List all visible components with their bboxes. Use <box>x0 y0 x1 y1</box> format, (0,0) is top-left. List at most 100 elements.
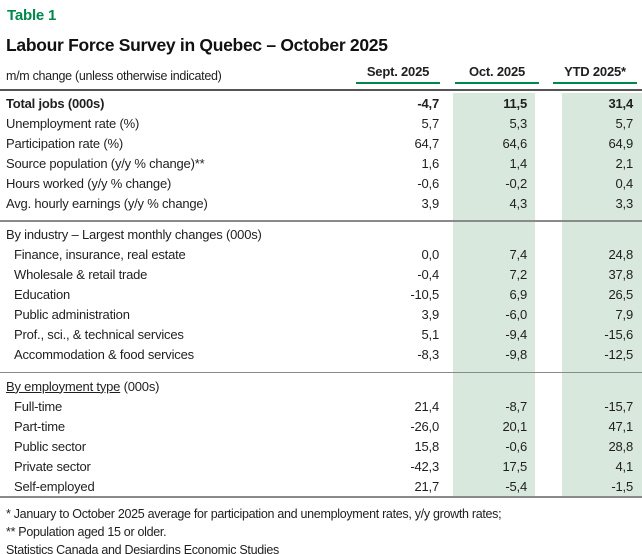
cell-sept-2025: 21,4 <box>414 398 439 414</box>
table-caption: Table 1 <box>7 7 57 24</box>
section-divider <box>0 220 642 222</box>
table-row: Education -10,5 6,9 26,5 <box>0 285 642 305</box>
footnote-line: Statistics Canada and Desjardins Economi… <box>6 542 279 554</box>
row-label: Part-time <box>14 418 65 434</box>
table-row: Self-employed 21,7 -5,4 -1,5 <box>0 476 642 496</box>
cell-sept-2025: -42,3 <box>410 458 439 474</box>
row-label: Participation rate (%) <box>6 135 123 151</box>
table-row: Prof., sci., & technical services 5,1 -9,4… <box>0 325 642 345</box>
page-title: Labour Force Survey in Quebec – October … <box>6 35 388 55</box>
section-header-row: By employment type (000s) <box>0 376 642 396</box>
row-label: Source population (y/y % change)** <box>6 155 205 171</box>
section-divider <box>0 371 642 373</box>
footnote-line: ** Population aged 15 or older. <box>6 524 167 539</box>
row-label: Full-time <box>14 398 63 414</box>
oct-column-highlight <box>453 93 535 496</box>
row-label: Prof., sci., & technical services <box>14 327 184 342</box>
cell-oct-2025: 4,3 <box>509 195 528 211</box>
cell-oct-2025: -9,8 <box>505 347 527 362</box>
table-row: Participation rate (%) 64,7 64,6 64,9 <box>0 133 642 153</box>
cell-ytd-2025: 37,8 <box>608 267 633 282</box>
table-bottom-rule <box>0 496 642 498</box>
cell-oct-2025: -9,4 <box>505 327 527 342</box>
cell-ytd-2025: 47,1 <box>608 418 633 434</box>
table-body: Total jobs (000s) -4,7 11,5 31,4 Unemploymen… <box>0 93 642 496</box>
cell-sept-2025: -10,5 <box>410 287 439 302</box>
cell-oct-2025: 11,5 <box>503 95 527 111</box>
row-label: Hours worked (y/y % change) <box>6 175 172 191</box>
cell-sept-2025: 21,7 <box>414 478 439 494</box>
table-sections: Total jobs (000s) -4,7 11,5 31,4 Unemploymen… <box>0 93 642 496</box>
row-label: Total jobs (000s) <box>6 95 105 111</box>
row-label: Public administration <box>14 307 130 322</box>
table-row: Unemployment rate (%) 5,7 5,3 5,7 <box>0 113 642 133</box>
row-label: Wholesale & retail trade <box>14 267 148 282</box>
cell-oct-2025: 64,6 <box>502 135 527 151</box>
table-row: Source population (y/y % change)** 1,6 1,4… <box>0 153 642 173</box>
footnote-line: * January to October 2025 average for pa… <box>6 506 502 521</box>
cell-ytd-2025: 2,1 <box>615 155 634 171</box>
cell-ytd-2025: 4,1 <box>615 458 634 474</box>
cell-ytd-2025: 5,7 <box>615 115 634 131</box>
row-label: Public sector <box>14 438 86 454</box>
cell-sept-2025: 0,0 <box>421 247 440 262</box>
row-label: Education <box>14 287 71 302</box>
table-row: Total jobs (000s) -4,7 11,5 31,4 <box>0 93 642 113</box>
cell-ytd-2025: 24,8 <box>608 247 633 262</box>
cell-sept-2025: -4,7 <box>417 95 439 111</box>
section-header-label: By industry – Largest monthly changes (0… <box>0 227 642 242</box>
column-header-row: m/m change (unless otherwise indicated) … <box>0 58 642 84</box>
cell-sept-2025: 3,9 <box>421 307 440 322</box>
cell-ytd-2025: 0,4 <box>615 175 634 191</box>
column-header-ytd-2025: YTD 2025* <box>553 64 637 84</box>
cell-sept-2025: -26,0 <box>410 418 439 434</box>
cell-sept-2025: 5,1 <box>421 327 440 342</box>
table-row: Public sector 15,8 -0,6 28,8 <box>0 436 642 456</box>
section-header-plain-text: (000s) <box>120 378 160 394</box>
cell-sept-2025: 5,7 <box>421 115 440 131</box>
column-header-oct-2025: Oct. 2025 <box>455 64 539 84</box>
section-header-label: By employment type (000s) <box>0 379 642 394</box>
row-label: Self-employed <box>14 478 95 494</box>
table-row: Full-time 21,4 -8,7 -15,7 <box>0 396 642 416</box>
cell-ytd-2025: -15,7 <box>604 398 633 414</box>
table-row: Finance, insurance, real estate 0,0 7,4 24,… <box>0 245 642 265</box>
section-header-plain-text: By industry – Largest monthly changes (0… <box>6 227 262 242</box>
row-label: Private sector <box>14 458 91 474</box>
section-header-underlined-text: By employment type <box>6 378 121 394</box>
table-row: Hours worked (y/y % change) -0,6 -0,2 0,4 <box>0 173 642 193</box>
column-headers: Sept. 2025 Oct. 2025 YTD 2025* <box>356 64 642 84</box>
table-row: Private sector -42,3 17,5 4,1 <box>0 456 642 476</box>
cell-oct-2025: 6,9 <box>509 287 528 302</box>
cell-oct-2025: -0,6 <box>505 438 527 454</box>
cell-sept-2025: -0,4 <box>417 267 439 282</box>
cell-sept-2025: -8,3 <box>417 347 439 362</box>
cell-oct-2025: -8,7 <box>505 398 527 414</box>
table-row: Avg. hourly earnings (y/y % change) 3,9 4,… <box>0 193 642 213</box>
cell-ytd-2025: 64,9 <box>608 135 633 151</box>
column-header-sept-2025: Sept. 2025 <box>356 64 440 84</box>
header-rule <box>0 89 642 91</box>
table-row: Accommodation & food services -8,3 -9,8 -12… <box>0 345 642 365</box>
cell-oct-2025: -5,4 <box>505 478 527 494</box>
cell-oct-2025: -0,2 <box>505 175 527 191</box>
row-label: Unemployment rate (%) <box>6 115 140 131</box>
cell-ytd-2025: -12,5 <box>604 347 633 362</box>
ytd-column-highlight <box>562 93 642 496</box>
footnotes: * January to October 2025 average for pa… <box>0 505 642 554</box>
cell-ytd-2025: 7,9 <box>615 307 634 322</box>
cell-oct-2025: -6,0 <box>505 307 527 322</box>
row-label: Avg. hourly earnings (y/y % change) <box>6 195 208 211</box>
cell-oct-2025: 5,3 <box>509 115 528 131</box>
table-row: Part-time -26,0 20,1 47,1 <box>0 416 642 436</box>
cell-ytd-2025: 26,5 <box>608 287 633 302</box>
cell-oct-2025: 20,1 <box>502 418 527 434</box>
cell-sept-2025: -0,6 <box>417 175 439 191</box>
cell-oct-2025: 1,4 <box>509 155 528 171</box>
row-label: Finance, insurance, real estate <box>14 247 186 262</box>
cell-ytd-2025: -15,6 <box>604 327 633 342</box>
cell-ytd-2025: -1,5 <box>611 478 633 494</box>
measure-unit-label: m/m change (unless otherwise indicated) <box>6 69 222 83</box>
cell-ytd-2025: 31,4 <box>608 95 633 111</box>
